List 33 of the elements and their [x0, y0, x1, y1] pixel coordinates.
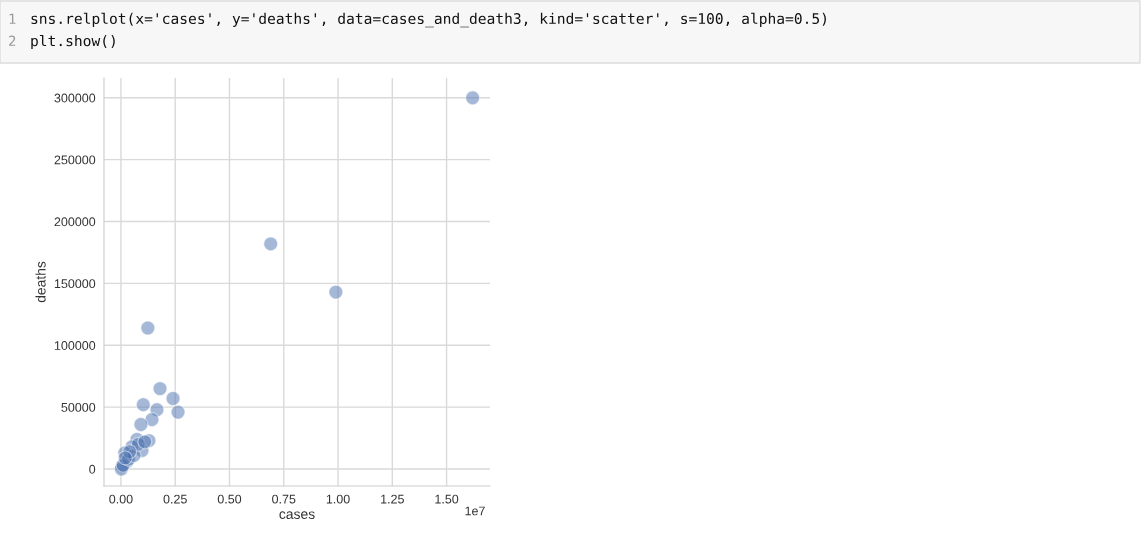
text: plt.show() — [31, 34, 115, 50]
x-tick-label: 1.00 — [326, 494, 350, 504]
text: 1e7 — [465, 506, 485, 516]
point — [133, 416, 149, 432]
point — [144, 412, 160, 428]
y-tick-label: 150000 — [54, 279, 96, 289]
point — [135, 397, 151, 413]
x-tick-label: 0.00 — [109, 494, 133, 504]
y-tick-label: 50000 — [61, 402, 96, 412]
y-tick-label: 300000 — [54, 93, 96, 103]
text: sns.relplot(x='cases', y='deaths', data=cases_and_death3, kind='scatter', s=100, alpha=0.5) — [31, 12, 826, 28]
x-tick-label: 1.25 — [381, 494, 404, 504]
point — [140, 320, 156, 336]
point — [263, 236, 279, 252]
y-tick-label: 100000 — [54, 341, 96, 350]
point — [170, 404, 186, 420]
y-tick-label: 250000 — [54, 155, 96, 165]
point — [465, 90, 481, 106]
y-tick-label: 200000 — [54, 217, 96, 227]
point — [117, 450, 133, 466]
x-axis-title: cases — [279, 511, 315, 519]
point — [137, 434, 153, 450]
x-tick-label: 0.75 — [272, 494, 296, 504]
y-axis-title: deaths — [35, 261, 46, 303]
point — [328, 284, 344, 300]
text: 1 — [9, 13, 16, 24]
point — [152, 381, 168, 397]
text: 2 — [9, 35, 16, 46]
y-tick-label: 0 — [89, 464, 96, 474]
x-tick-label: 1.50 — [435, 494, 459, 504]
point — [165, 391, 181, 407]
x-tick-label: 0.25 — [163, 494, 187, 504]
x-tick-label: 0.50 — [217, 494, 242, 504]
